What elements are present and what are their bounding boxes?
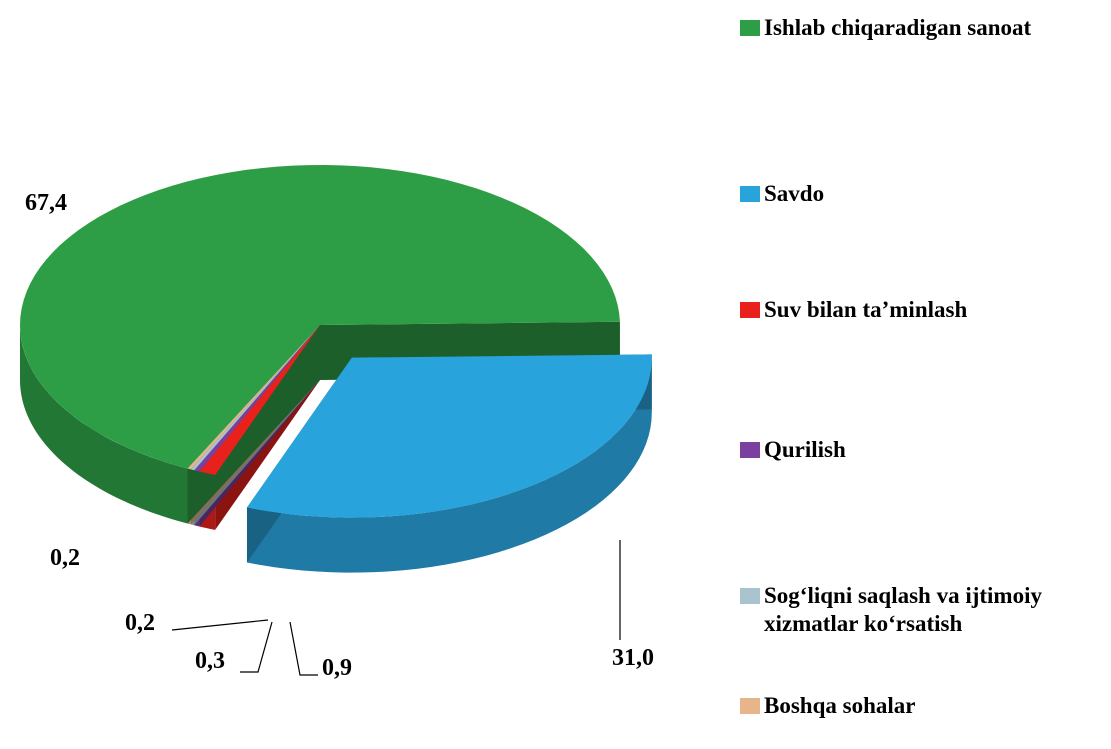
legend-swatch: [740, 698, 760, 714]
data-label: 0,3: [195, 648, 225, 674]
legend-label: Sog‘liqni saqlash va ijtimoiy xizmatlar …: [764, 583, 1042, 636]
legend-swatch: [740, 302, 760, 318]
legend-item: Qurilish: [740, 436, 1110, 464]
slice: [199, 325, 320, 475]
legend-label: Ishlab chiqaradigan sanoat: [764, 15, 1032, 40]
slice: [194, 325, 320, 472]
slice: [246, 354, 652, 518]
slice: [187, 325, 320, 470]
data-label: 67,4: [25, 190, 67, 216]
legend-item: Ishlab chiqaradigan sanoat: [740, 14, 1110, 42]
legend-swatch: [740, 186, 760, 202]
legend-swatch: [740, 588, 760, 604]
data-label: 0,2: [50, 545, 80, 571]
slice: [20, 165, 620, 469]
data-label: 0,9: [322, 655, 352, 681]
leader-line: [289, 621, 318, 676]
legend-item: Savdo: [740, 180, 1110, 208]
legend-label: Boshqa sohalar: [764, 693, 916, 718]
slice-side: [20, 325, 188, 524]
legend-item: Sog‘liqni saqlash va ijtimoiy xizmatlar …: [740, 582, 1110, 638]
slice-cut: [187, 325, 320, 524]
slice: [190, 325, 320, 471]
leader-line: [171, 619, 269, 631]
legend-label: Suv bilan ta’minlash: [764, 297, 968, 322]
slice-side: [246, 357, 652, 573]
leader-line: [240, 621, 273, 673]
legend-label: Qurilish: [764, 437, 846, 462]
legend-item: Suv bilan ta’minlash: [740, 296, 1110, 324]
legend-swatch: [740, 442, 760, 458]
legend-swatch: [740, 20, 760, 36]
data-label: 31,0: [612, 645, 654, 671]
data-label: 0,2: [125, 610, 155, 636]
legend-label: Savdo: [764, 181, 825, 206]
legend-item: Boshqa sohalar: [740, 692, 1110, 720]
